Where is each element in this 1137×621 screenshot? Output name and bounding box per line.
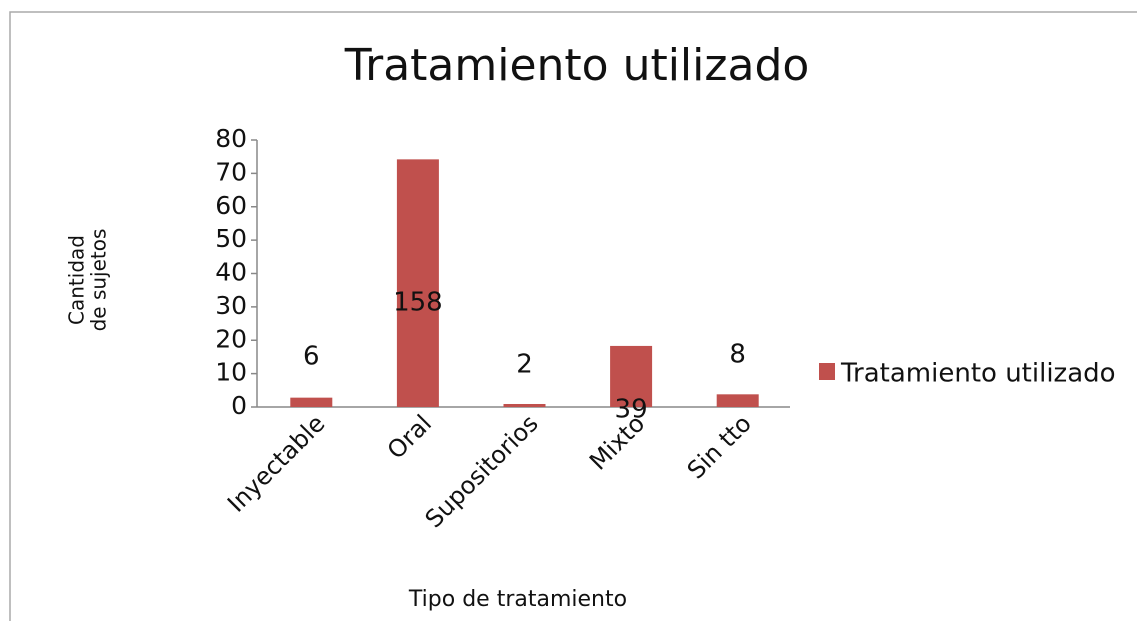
y-axis-title: Cantidad de sujetos (65, 229, 111, 332)
x-axis-title: Tipo de tratamiento (408, 587, 627, 612)
bar (610, 345, 653, 407)
y-tick-label: 0 (231, 391, 247, 420)
x-tick-label: Supositorios (420, 409, 544, 533)
annotation: 6 (303, 342, 320, 372)
annotation: 158 (393, 288, 443, 318)
chart-title: Tratamiento utilizado (344, 40, 810, 91)
x-tick-label-group: Supositorios (420, 409, 544, 533)
x-tick-label-group: Oral (382, 409, 437, 464)
y-tick-label: 20 (215, 324, 247, 353)
y-tick-label: 70 (215, 157, 247, 186)
y-axis-title-line: Cantidad (65, 235, 89, 325)
legend-label: Tratamiento utilizado (840, 359, 1116, 389)
frame (9, 11, 1137, 621)
annotation: 2 (516, 350, 533, 380)
bar (396, 159, 439, 407)
y-tick-label: 30 (215, 291, 247, 320)
y-tick-label: 10 (215, 358, 247, 387)
y-tick-label: 60 (215, 191, 247, 220)
x-tick-label-group: Sin tto (682, 409, 757, 484)
x-tick-label: Inyectable (222, 409, 330, 517)
annotation: 8 (729, 340, 746, 370)
bar (290, 397, 333, 407)
y-tick-label: 50 (215, 224, 247, 253)
x-tick-label: Sin tto (682, 409, 757, 484)
legend-swatch (819, 363, 835, 380)
annotation: 39 (615, 395, 648, 425)
bar (503, 403, 546, 407)
bar (716, 394, 759, 407)
y-tick-label: 40 (215, 258, 247, 287)
y-axis-title-line: de sujetos (87, 229, 111, 332)
x-tick-label: Oral (382, 409, 437, 464)
x-tick-label-group: Inyectable (222, 409, 330, 517)
y-tick-label: 80 (215, 124, 247, 153)
